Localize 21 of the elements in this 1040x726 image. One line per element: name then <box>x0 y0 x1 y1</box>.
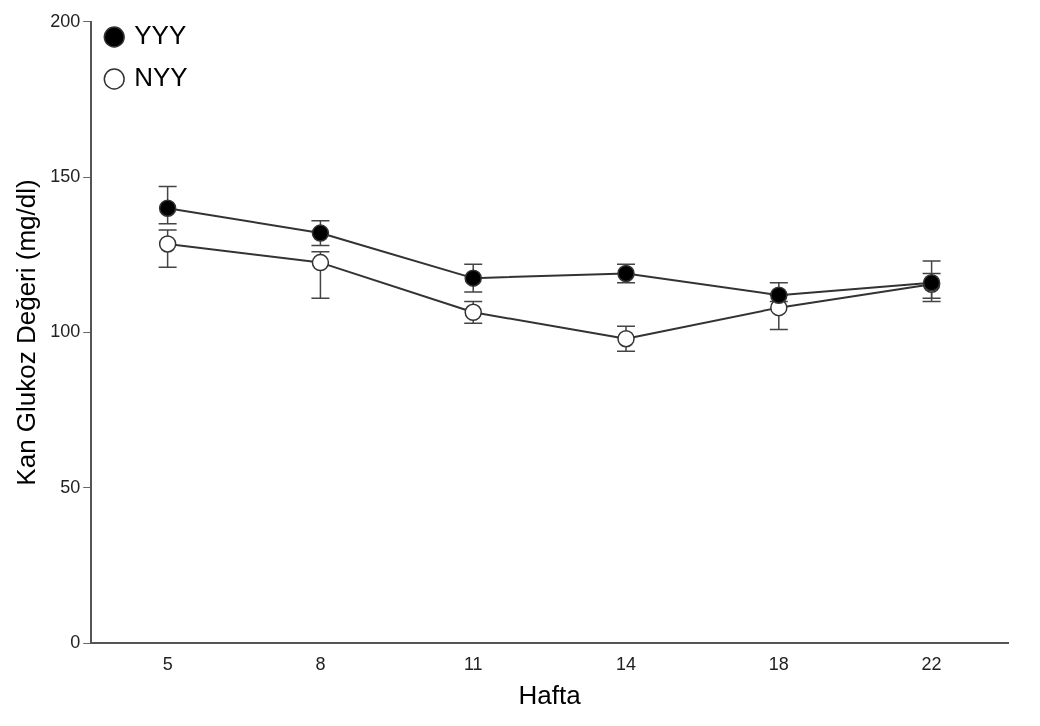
legend-label: YYY <box>134 20 187 51</box>
point <box>311 224 330 242</box>
y-tick-label: 100 <box>50 321 81 342</box>
x-tick-label: 22 <box>921 653 942 674</box>
legend-label: NYY <box>134 62 188 93</box>
point <box>158 235 177 253</box>
y-tick-label: 150 <box>50 166 81 187</box>
x-tick-label: 11 <box>463 653 483 674</box>
y-tick-label: 200 <box>50 10 81 31</box>
x-tick-label: 5 <box>162 653 173 674</box>
x-tick-label: 18 <box>768 653 789 674</box>
y-axis-title: Kan Glukoz Değeri (mg/dl) <box>10 179 41 486</box>
point <box>464 269 482 287</box>
x-tick-label: 8 <box>315 653 326 674</box>
y-tick-label: 0 <box>70 632 81 653</box>
point <box>311 253 330 272</box>
x-axis-title: Hafta <box>518 679 582 710</box>
point <box>770 286 788 304</box>
x-tick-label: 14 <box>616 653 637 674</box>
point <box>158 199 177 217</box>
y-tick-label: 50 <box>60 476 81 497</box>
